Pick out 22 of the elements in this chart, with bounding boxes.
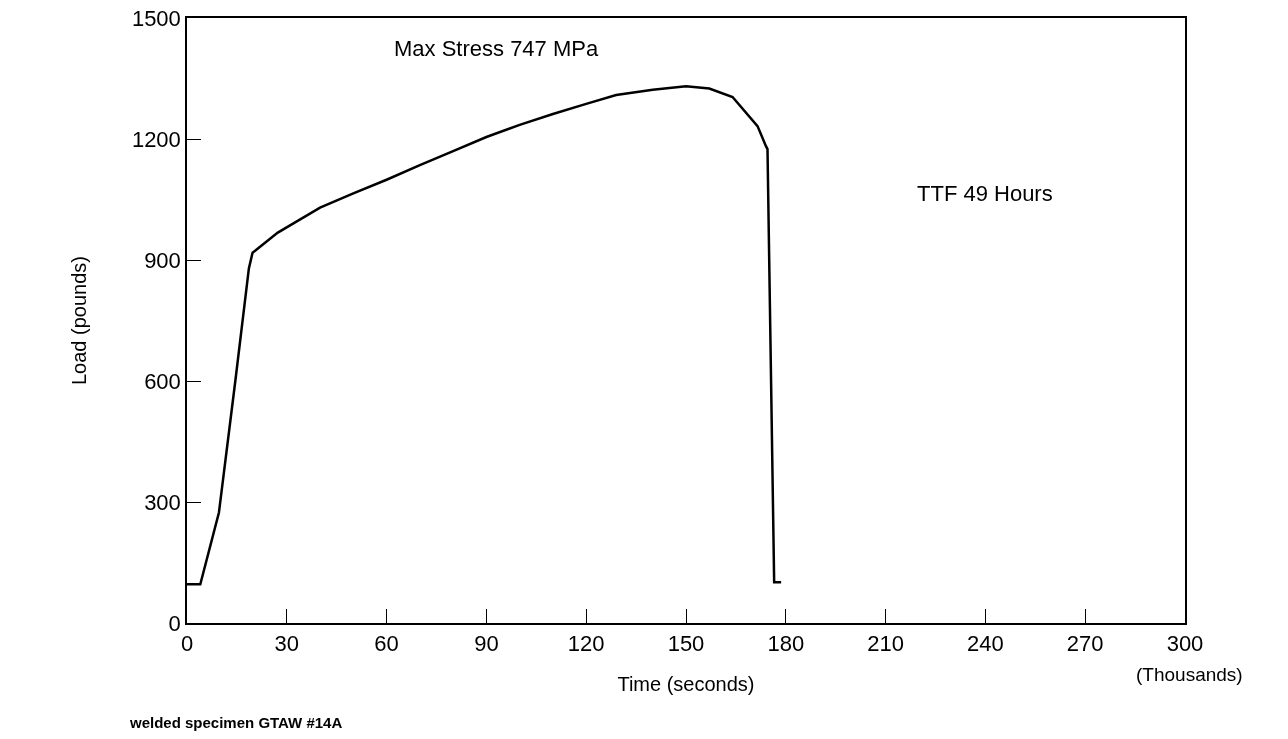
x-axis-title: Time (seconds) bbox=[617, 673, 755, 696]
x-tick-label: 270 bbox=[1066, 631, 1104, 657]
y-tick-label: 900 bbox=[144, 247, 181, 273]
x-tick-label: 30 bbox=[274, 631, 300, 657]
annotation: Max Stress 747 MPa bbox=[394, 36, 599, 61]
x-tick-label: 210 bbox=[867, 631, 904, 657]
text: (Thousands) bbox=[1136, 664, 1243, 685]
y-tick-label: 0 bbox=[168, 610, 181, 636]
x-tick-label: 180 bbox=[767, 631, 805, 657]
y-tick-label: 300 bbox=[144, 489, 181, 515]
y-tick-label: 1200 bbox=[131, 126, 181, 152]
x-tick-label: 120 bbox=[567, 631, 605, 657]
x-tick-label: 300 bbox=[1166, 631, 1204, 657]
x-tick-label: 240 bbox=[967, 631, 1004, 657]
x-tick-label: 60 bbox=[374, 631, 399, 657]
y-axis-title: Load (pounds) bbox=[67, 256, 90, 385]
annotation: TTF 49 Hours bbox=[917, 181, 1053, 206]
x-tick-label: 90 bbox=[474, 631, 499, 657]
x-tick-label: 150 bbox=[667, 631, 705, 657]
y-tick-label: 1500 bbox=[131, 5, 181, 31]
y-tick-label: 600 bbox=[144, 368, 181, 394]
text: welded specimen GTAW #14A bbox=[129, 714, 343, 731]
